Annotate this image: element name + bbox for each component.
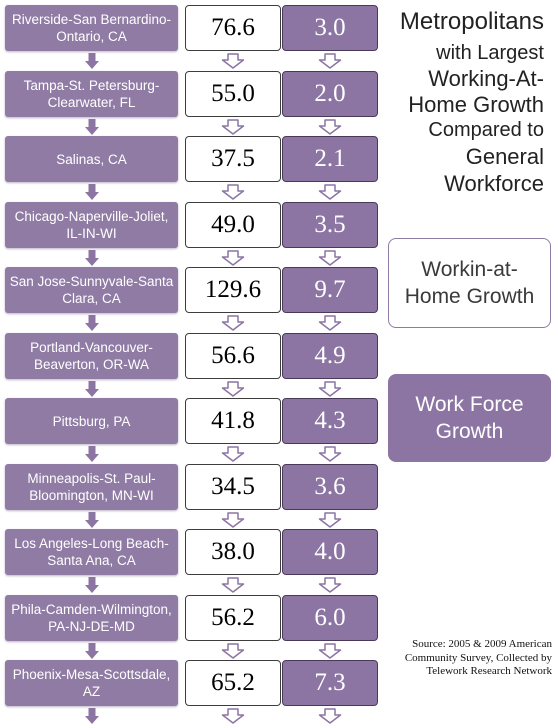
down-arrow-outline-icon (221, 380, 245, 397)
down-arrow-icon (85, 53, 99, 69)
metro-name: Pittsburg, PA (5, 398, 178, 444)
metro-name: Tampa-St. Petersburg-Clearwater, FL (5, 70, 178, 117)
down-arrow-outline-icon (221, 315, 245, 331)
title-line: General (465, 144, 544, 169)
down-arrow-outline-icon (221, 511, 245, 528)
down-arrow-outline-icon (318, 511, 342, 528)
down-arrow-outline-icon (318, 577, 342, 593)
down-arrow-outline-icon (318, 249, 342, 266)
down-arrow-outline-icon (318, 118, 342, 135)
title-line: with Largest (436, 42, 544, 64)
down-arrow-outline-icon (221, 708, 245, 724)
down-arrow-icon (85, 249, 99, 266)
work-force-growth-value: 2.0 (282, 70, 378, 117)
metro-name: Salinas, CA (5, 136, 178, 182)
down-arrow-outline-icon (318, 53, 342, 69)
working-at-home-growth-value: 55.0 (185, 70, 281, 117)
metro-name: Chicago-Naperville-Joliet, IL-IN-WI (5, 201, 178, 248)
down-arrow-icon (85, 118, 99, 135)
title-line: Metropolitans (399, 8, 544, 35)
metro-name: Phila-Camden-Wilmington, PA-NJ-DE-MD (5, 594, 178, 641)
working-at-home-growth-value: 56.6 (185, 332, 281, 379)
down-arrow-outline-icon (221, 249, 245, 266)
down-arrow-icon (85, 642, 99, 659)
metro-name: Los Angeles-Long Beach-Santa Ana, CA (5, 529, 178, 575)
down-arrow-icon (85, 708, 99, 724)
working-at-home-growth-value: 65.2 (185, 660, 281, 706)
metro-name: San Jose-Sunnyvale-Santa Clara, CA (5, 267, 178, 313)
legend-work-force: Work Force Growth (388, 374, 551, 462)
metro-name: Riverside-San Bernardino-Ontario, CA (5, 5, 178, 51)
down-arrow-outline-icon (318, 315, 342, 331)
working-at-home-growth-value: 56.2 (185, 594, 281, 641)
down-arrow-outline-icon (221, 642, 245, 659)
down-arrow-outline-icon (221, 53, 245, 69)
work-force-growth-value: 3.0 (282, 5, 378, 51)
working-at-home-growth-value: 76.6 (185, 5, 281, 51)
work-force-growth-value: 3.5 (282, 201, 378, 248)
down-arrow-outline-icon (318, 184, 342, 200)
down-arrow-outline-icon (318, 642, 342, 659)
down-arrow-icon (85, 511, 99, 528)
work-force-growth-value: 7.3 (282, 660, 378, 706)
title-line: Working-At- (428, 66, 544, 91)
work-force-growth-value: 6.0 (282, 594, 378, 641)
down-arrow-icon (85, 446, 99, 462)
work-force-growth-value: 9.7 (282, 267, 378, 313)
title-line: Workforce (444, 171, 544, 196)
source-note: Source: 2005 & 2009 American Community S… (404, 638, 552, 677)
legend-working-at-home: Workin-at-Home Growth (388, 238, 551, 328)
work-force-growth-value: 4.0 (282, 529, 378, 575)
down-arrow-outline-icon (221, 118, 245, 135)
work-force-growth-value: 4.9 (282, 332, 378, 379)
work-force-growth-value: 2.1 (282, 136, 378, 182)
work-force-growth-value: 3.6 (282, 463, 378, 510)
working-at-home-growth-value: 129.6 (185, 267, 281, 313)
down-arrow-icon (85, 380, 99, 397)
down-arrow-outline-icon (221, 184, 245, 200)
metro-name: Portland-Vancouver-Beaverton, OR-WA (5, 332, 178, 379)
working-at-home-growth-value: 38.0 (185, 529, 281, 575)
down-arrow-icon (85, 184, 99, 200)
down-arrow-outline-icon (318, 380, 342, 397)
down-arrow-outline-icon (318, 446, 342, 462)
working-at-home-growth-value: 49.0 (185, 201, 281, 248)
down-arrow-outline-icon (221, 446, 245, 462)
down-arrow-icon (85, 315, 99, 331)
down-arrow-icon (85, 577, 99, 593)
metro-name: Minneapolis-St. Paul-Bloomington, MN-WI (5, 463, 178, 510)
work-force-growth-value: 4.3 (282, 398, 378, 444)
down-arrow-outline-icon (221, 577, 245, 593)
title-line: Compared to (428, 119, 544, 141)
title-line: Home Growth (408, 92, 544, 117)
working-at-home-growth-value: 41.8 (185, 398, 281, 444)
working-at-home-growth-value: 34.5 (185, 463, 281, 510)
metro-name: Phoenix-Mesa-Scottsdale, AZ (5, 660, 178, 706)
down-arrow-outline-icon (318, 708, 342, 724)
working-at-home-growth-value: 37.5 (185, 136, 281, 182)
